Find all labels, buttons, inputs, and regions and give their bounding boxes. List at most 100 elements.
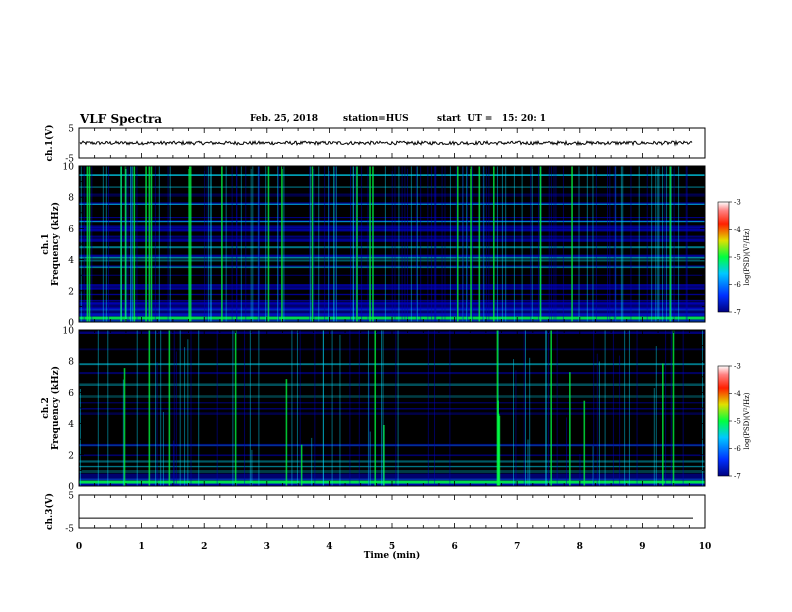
noise-band — [79, 202, 705, 205]
date-label: Feb. 25, 2018 — [250, 114, 319, 124]
noise-band — [79, 460, 705, 463]
sferic-streak — [236, 166, 238, 322]
noise-band — [79, 195, 705, 197]
sferic-streak — [356, 166, 358, 322]
sferic-streak — [335, 166, 337, 322]
sferic-streak — [79, 388, 81, 486]
sferic-streak — [686, 166, 688, 322]
sferic-streak — [367, 330, 369, 486]
sferic-streak — [397, 330, 399, 486]
plot-title: VLF Spectra — [80, 112, 163, 126]
sferic-streak — [86, 166, 89, 322]
y-tick-label: 0 — [68, 483, 74, 493]
sferic-streak — [216, 330, 218, 486]
x-tick-label: 7 — [514, 542, 520, 552]
sferic-streak — [547, 330, 549, 486]
sferic-streak — [609, 166, 611, 322]
sferic-streak — [655, 346, 657, 486]
sferic-streak — [322, 330, 324, 486]
sferic-streak — [665, 330, 667, 486]
sferic-streak — [513, 359, 515, 486]
noise-band — [79, 186, 705, 188]
sferic-streak — [501, 166, 503, 322]
sferic-streak — [578, 166, 580, 322]
station-label: station=HUS — [343, 114, 409, 124]
sferic-streak — [309, 166, 311, 322]
x-tick-label: 2 — [201, 542, 207, 552]
sferic-streak — [598, 361, 600, 486]
sferic-streak — [416, 166, 418, 322]
noise-band — [79, 348, 705, 351]
sferic-streak — [636, 330, 638, 486]
sferic-streak — [651, 166, 653, 322]
sferic-streak — [154, 166, 156, 322]
sferic-streak — [300, 444, 303, 486]
colorbar-label: log(PSD)(V²/Hz) — [743, 228, 751, 285]
sferic-streak — [124, 166, 127, 322]
x-tick-label: 8 — [577, 542, 583, 552]
sferic-streak — [670, 166, 672, 322]
colorbar-tick-label: -7 — [734, 309, 741, 317]
sferic-streak — [352, 166, 354, 322]
sferic-streak — [630, 166, 632, 322]
sferic-streak — [527, 439, 529, 486]
y-axis-label: ch.1(V) — [44, 125, 55, 162]
noise-band — [79, 274, 705, 276]
sferic-streak — [245, 166, 247, 322]
noise-band — [79, 363, 705, 366]
sferic-streak — [296, 330, 298, 486]
sferic-streak — [556, 330, 558, 486]
sferic-streak — [120, 166, 122, 322]
sferic-streak — [380, 330, 382, 486]
sferic-streak — [145, 166, 147, 322]
sferic-streak — [132, 166, 134, 322]
sferic-streak — [190, 330, 192, 486]
sferic-streak — [592, 446, 594, 486]
sferic-streak — [350, 166, 352, 322]
sferic-streak — [655, 166, 657, 322]
noise-band — [79, 286, 705, 290]
colorbar-tick-label: -4 — [734, 226, 741, 234]
y-axis-label: ch.2 — [41, 397, 51, 418]
noise-band — [79, 203, 705, 205]
noise-band — [79, 383, 705, 387]
sferic-streak — [240, 166, 242, 322]
sferic-streak — [382, 330, 384, 486]
x-tick-label: 1 — [138, 542, 144, 552]
noise-band — [79, 408, 705, 410]
noise-band — [79, 284, 705, 287]
sferic-streak — [361, 166, 363, 322]
sferic-streak — [653, 388, 655, 486]
sferic-streak — [431, 166, 433, 322]
sferic-streak — [420, 166, 422, 322]
sferic-streak — [277, 166, 279, 322]
noise-band — [79, 454, 705, 456]
sferic-streak — [133, 166, 136, 322]
sferic-streak — [607, 166, 609, 322]
colorbar-tick-label: -7 — [734, 473, 741, 481]
sferic-streak — [328, 166, 330, 322]
sferic-streak — [368, 373, 370, 486]
sferic-streak — [562, 166, 564, 322]
sferic-streak — [285, 379, 288, 486]
sferic-streak — [449, 166, 451, 322]
sferic-streak — [449, 330, 451, 486]
y-axis-label: ch.1 — [41, 233, 51, 254]
noise-band — [79, 237, 705, 239]
sferic-streak — [615, 166, 617, 322]
sferic-streak — [470, 166, 472, 322]
sferic-streak — [206, 166, 208, 322]
sferic-streak — [367, 166, 369, 322]
sferic-streak — [394, 166, 396, 322]
sferic-streak — [251, 449, 253, 486]
y-tick-label: 2 — [68, 451, 74, 461]
sferic-streak — [123, 368, 126, 486]
sferic-streak — [257, 166, 259, 322]
sferic-streak — [466, 166, 468, 322]
noise-band — [79, 217, 705, 219]
noise-band — [79, 235, 705, 237]
sferic-streak — [638, 166, 640, 322]
sferic-streak — [120, 166, 122, 322]
sferic-streak — [333, 166, 335, 322]
